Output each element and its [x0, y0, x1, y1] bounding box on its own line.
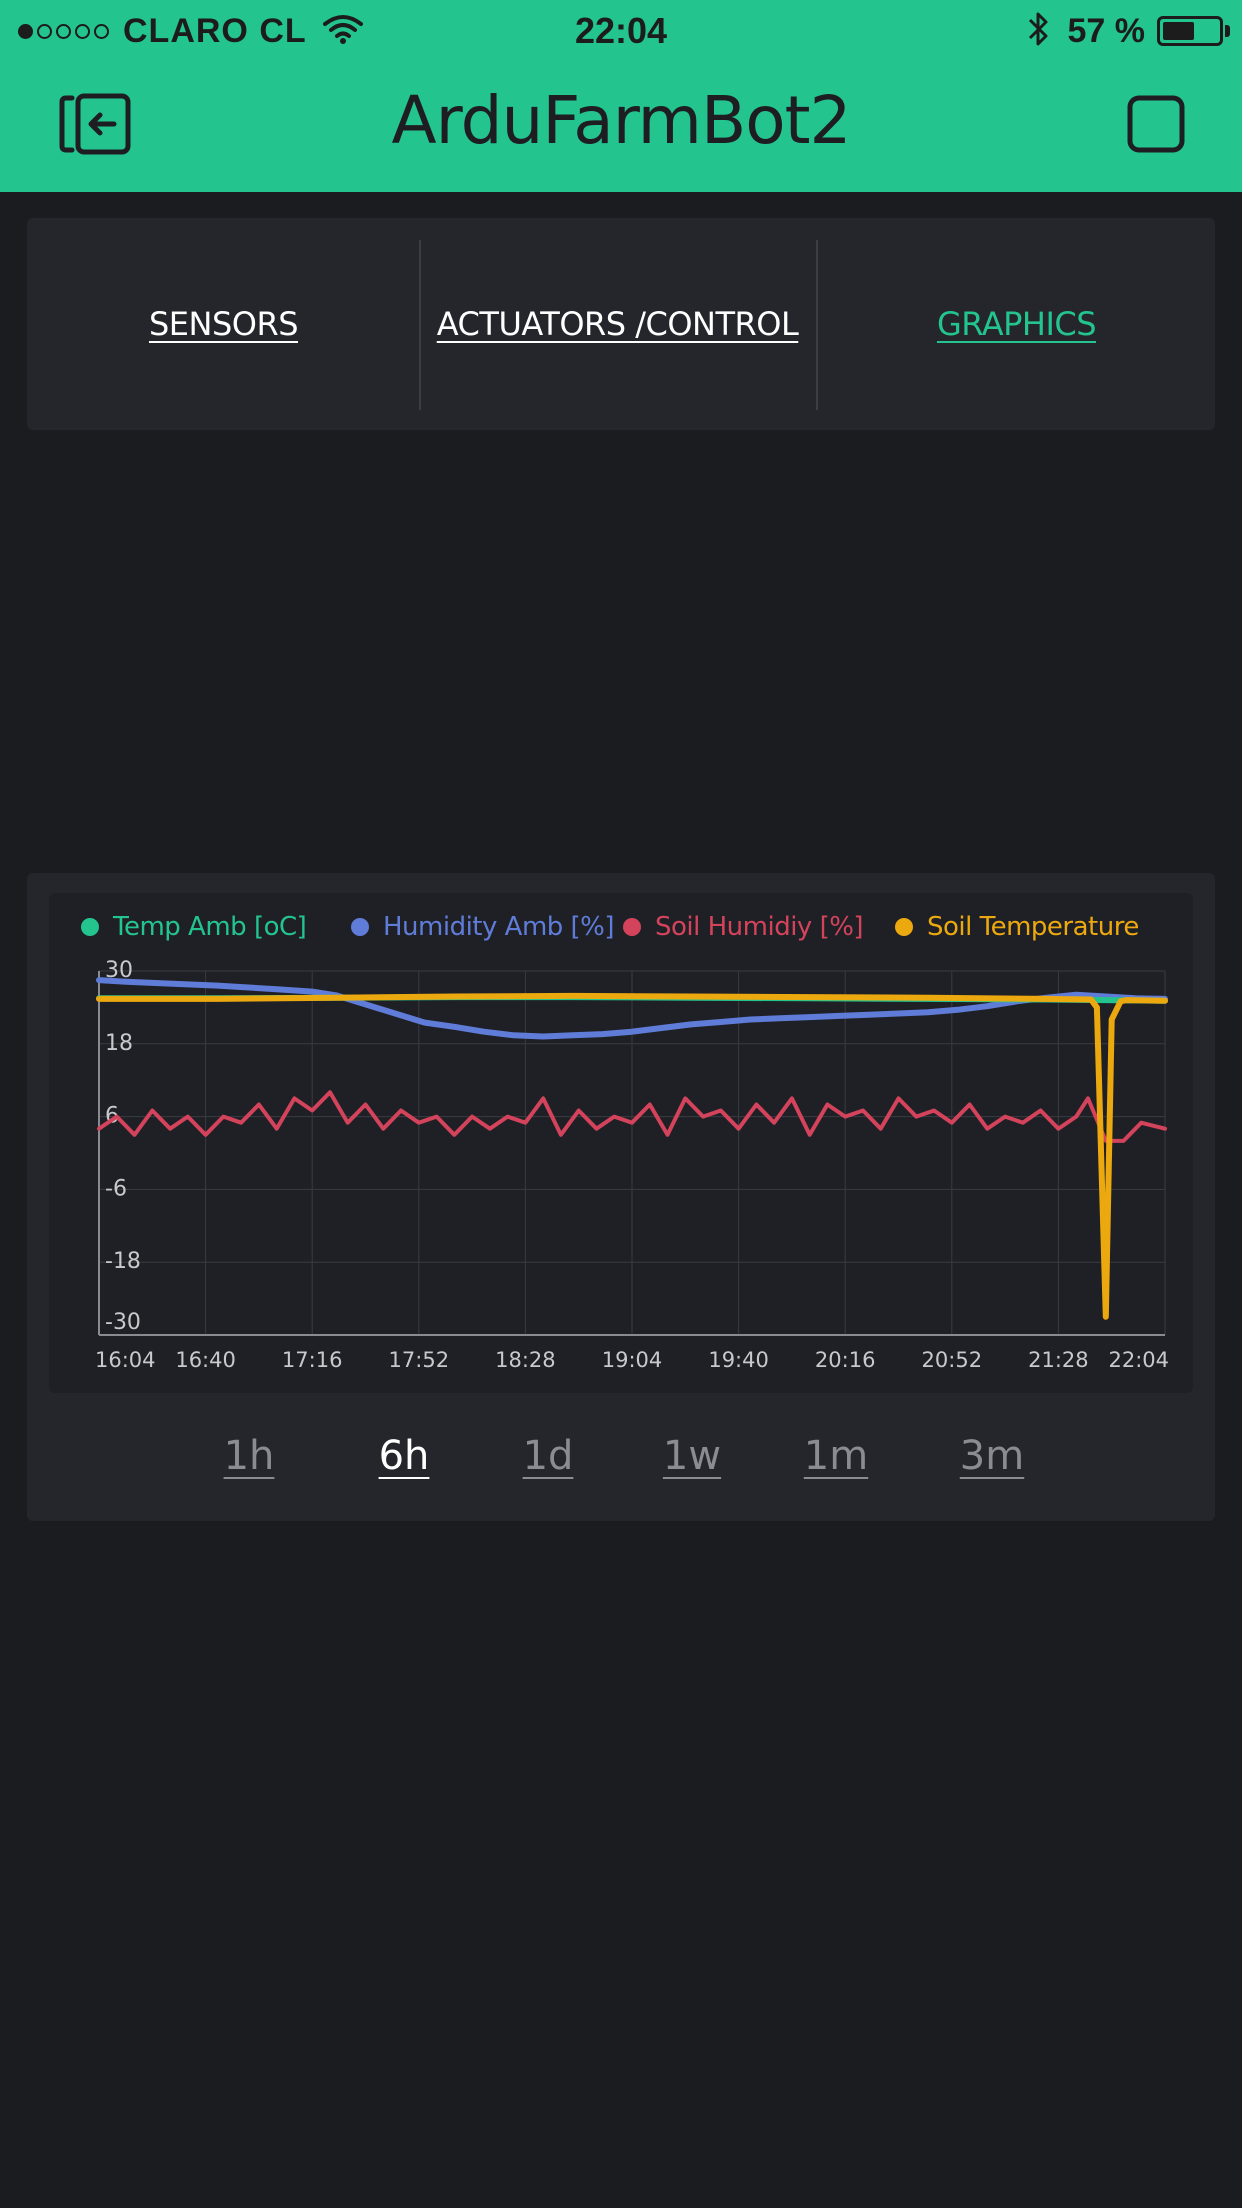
battery-tip: [1225, 25, 1230, 37]
tab-graphics[interactable]: GRAPHICS: [818, 218, 1215, 430]
signal-dot: [18, 23, 33, 39]
legend-dot: [895, 918, 913, 936]
period-1d[interactable]: 1d: [522, 1433, 574, 1479]
legend-item-soil-humidity[interactable]: Soil Humidiy [%]: [623, 909, 864, 945]
signal-dot: [94, 23, 109, 39]
legend-label: Soil Humidiy [%]: [655, 912, 864, 942]
tab-label: ACTUATORS /CONTROL: [436, 305, 799, 343]
tab-bar: SENSORS ACTUATORS /CONTROL GRAPHICS: [27, 218, 1215, 430]
period-3m[interactable]: 3m: [959, 1433, 1025, 1479]
tab-label: SENSORS: [148, 305, 299, 343]
app-header: ArduFarmBot2: [0, 62, 1242, 192]
x-tick-label: 21:28: [1028, 1348, 1089, 1372]
x-tick-label: 18:28: [495, 1348, 556, 1372]
chart-legend: Temp Amb [oC] Humidity Amb [%] Soil Humi…: [49, 893, 1193, 961]
exit-device-icon[interactable]: [58, 92, 134, 160]
battery-icon: [1157, 16, 1223, 46]
legend-item-temp[interactable]: Temp Amb [oC]: [81, 909, 307, 945]
legend-dot: [623, 918, 641, 936]
legend-item-soil-temperature[interactable]: Soil Temperature: [895, 909, 1139, 945]
x-tick-label: 22:04: [1108, 1348, 1169, 1372]
history-graph-card: Temp Amb [oC] Humidity Amb [%] Soil Humi…: [27, 873, 1215, 1521]
period-1w[interactable]: 1w: [662, 1433, 722, 1479]
battery-percent: 57 %: [1067, 11, 1146, 50]
legend-label: Humidity Amb [%]: [383, 912, 615, 942]
legend-item-humidity[interactable]: Humidity Amb [%]: [351, 909, 615, 945]
x-tick-label: 17:52: [389, 1348, 450, 1372]
wifi-icon: [322, 14, 363, 49]
y-tick-label: -6: [105, 1176, 127, 1201]
y-tick-label: 18: [105, 1031, 133, 1056]
series-line-humidity-amb: [96, 977, 1168, 1040]
x-tick-label: 19:04: [602, 1348, 663, 1372]
period-6h[interactable]: 6h: [378, 1433, 430, 1479]
x-tick-label: 20:52: [922, 1348, 983, 1372]
tab-sensors[interactable]: SENSORS: [27, 218, 420, 430]
status-bar: CLARO CL 22:04 57 %: [0, 0, 1242, 62]
status-clock: 22:04: [574, 10, 668, 51]
y-tick-label: -30: [105, 1310, 141, 1335]
period-1h[interactable]: 1h: [223, 1433, 275, 1479]
period-1m[interactable]: 1m: [803, 1433, 869, 1479]
bluetooth-icon: [1026, 10, 1050, 53]
signal-strength: [18, 23, 113, 39]
signal-dot: [37, 23, 52, 39]
legend-dot: [351, 918, 369, 936]
x-tick-label: 19:40: [708, 1348, 769, 1372]
legend-label: Temp Amb [oC]: [113, 912, 307, 942]
tab-actuators-control[interactable]: ACTUATORS /CONTROL: [421, 218, 814, 430]
status-left: CLARO CL: [18, 8, 363, 54]
series-line-soil-humidiy: [97, 1090, 1167, 1143]
x-tick-label: 20:16: [815, 1348, 876, 1372]
y-tick-label: -18: [105, 1249, 141, 1274]
battery-level: [1163, 22, 1194, 40]
x-tick-label: 16:40: [175, 1348, 236, 1372]
legend-label: Soil Temperature: [927, 912, 1139, 942]
signal-dot: [75, 23, 90, 39]
period-selector: 1h 6h 1d 1w 1m 3m: [27, 1433, 1215, 1493]
tab-divider: [419, 240, 421, 410]
tab-divider: [816, 240, 818, 410]
x-tick-label: 16:04: [95, 1348, 156, 1372]
signal-dot: [56, 23, 71, 39]
carrier-name: CLARO CL: [123, 11, 307, 50]
series-line-soil-temperature: [96, 992, 1168, 1320]
legend-dot: [81, 918, 99, 936]
page-title: ArduFarmBot2: [391, 82, 852, 159]
x-tick-label: 17:16: [282, 1348, 343, 1372]
chart-area[interactable]: Temp Amb [oC] Humidity Amb [%] Soil Humi…: [49, 893, 1193, 1393]
stop-square-icon[interactable]: [1126, 94, 1186, 158]
status-right: 57 %: [1026, 8, 1230, 54]
tab-label: GRAPHICS: [936, 305, 1097, 343]
